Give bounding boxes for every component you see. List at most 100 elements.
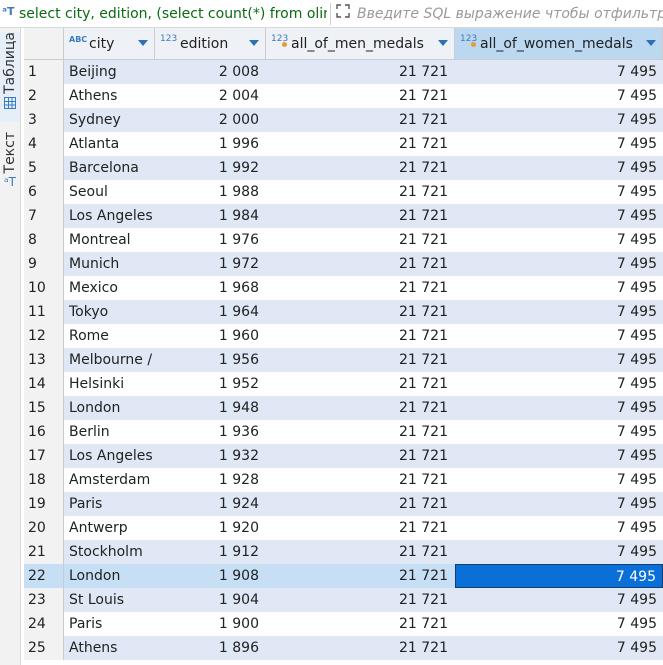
edition-cell[interactable]: 1 964 bbox=[218, 304, 259, 320]
men-medals-cell[interactable]: 21 721 bbox=[399, 424, 448, 440]
women-medals-cell[interactable]: 7 495 bbox=[616, 424, 657, 440]
men-medals-cell[interactable]: 21 721 bbox=[399, 64, 448, 80]
tab-table[interactable]: Таблица bbox=[0, 32, 20, 122]
row-number[interactable]: 3 bbox=[24, 108, 64, 132]
row-number[interactable]: 13 bbox=[24, 348, 64, 372]
women-medals-cell[interactable]: 7 495 bbox=[616, 112, 657, 128]
women-medals-cell[interactable]: 7 495 bbox=[616, 160, 657, 176]
row-number[interactable]: 21 bbox=[24, 540, 64, 564]
table-row[interactable]: 13 Melbourne / 1 956 21 721 7 495 bbox=[24, 348, 663, 372]
women-medals-cell[interactable]: 7 495 bbox=[616, 448, 657, 464]
edition-cell[interactable]: 1 960 bbox=[218, 328, 259, 344]
edition-cell[interactable]: 1 996 bbox=[218, 136, 259, 152]
women-medals-cell[interactable]: 7 495 bbox=[616, 232, 657, 248]
city-cell[interactable]: Athens bbox=[69, 88, 118, 104]
column-header-edition[interactable]: 123 edition bbox=[155, 28, 266, 60]
table-row[interactable]: 4 Atlanta 1 996 21 721 7 495 bbox=[24, 132, 663, 156]
men-medals-cell[interactable]: 21 721 bbox=[399, 304, 448, 320]
row-number[interactable]: 5 bbox=[24, 156, 64, 180]
men-medals-cell[interactable]: 21 721 bbox=[399, 88, 448, 104]
city-cell[interactable]: Rome bbox=[69, 328, 109, 344]
row-number[interactable]: 17 bbox=[24, 444, 64, 468]
men-medals-cell[interactable]: 21 721 bbox=[399, 496, 448, 512]
men-medals-cell[interactable]: 21 721 bbox=[399, 208, 448, 224]
city-cell[interactable]: Montreal bbox=[69, 232, 131, 248]
edition-cell[interactable]: 1 956 bbox=[218, 352, 259, 368]
men-medals-cell[interactable]: 21 721 bbox=[399, 376, 448, 392]
edition-cell[interactable]: 2 008 bbox=[218, 64, 259, 80]
women-medals-cell[interactable]: 7 495 bbox=[616, 352, 657, 368]
table-row[interactable]: 15 London 1 948 21 721 7 495 bbox=[24, 396, 663, 420]
men-medals-cell[interactable]: 21 721 bbox=[399, 184, 448, 200]
table-row[interactable]: 5 Barcelona 1 992 21 721 7 495 bbox=[24, 156, 663, 180]
men-medals-cell[interactable]: 21 721 bbox=[399, 160, 448, 176]
row-number[interactable]: 2 bbox=[24, 84, 64, 108]
edition-cell[interactable]: 1 900 bbox=[218, 616, 259, 632]
women-medals-cell[interactable]: 7 495 bbox=[616, 88, 657, 104]
row-number[interactable]: 19 bbox=[24, 492, 64, 516]
edition-cell[interactable]: 2 000 bbox=[218, 112, 259, 128]
table-row[interactable]: 7 Los Angeles 1 984 21 721 7 495 bbox=[24, 204, 663, 228]
edition-cell[interactable]: 1 948 bbox=[218, 400, 259, 416]
row-number[interactable]: 18 bbox=[24, 468, 64, 492]
city-cell[interactable]: Paris bbox=[69, 616, 103, 632]
city-cell[interactable]: Helsinki bbox=[69, 376, 125, 392]
city-cell[interactable]: Athens bbox=[69, 640, 118, 656]
women-medals-cell[interactable]: 7 495 bbox=[616, 184, 657, 200]
column-header-men-medals[interactable]: 123 all_of_men_medals bbox=[266, 28, 455, 60]
men-medals-cell[interactable]: 21 721 bbox=[399, 280, 448, 296]
table-row[interactable]: 16 Berlin 1 936 21 721 7 495 bbox=[24, 420, 663, 444]
table-row[interactable]: 20 Antwerp 1 920 21 721 7 495 bbox=[24, 516, 663, 540]
table-row[interactable]: 11 Tokyo 1 964 21 721 7 495 bbox=[24, 300, 663, 324]
men-medals-cell[interactable]: 21 721 bbox=[399, 112, 448, 128]
city-cell[interactable]: Beijing bbox=[69, 64, 117, 80]
table-row[interactable]: 21 Stockholm 1 912 21 721 7 495 bbox=[24, 540, 663, 564]
city-cell[interactable]: Melbourne / bbox=[69, 352, 153, 368]
row-number[interactable]: 23 bbox=[24, 588, 64, 612]
row-number[interactable]: 7 bbox=[24, 204, 64, 228]
row-number[interactable]: 24 bbox=[24, 612, 64, 636]
city-cell[interactable]: Amsterdam bbox=[69, 472, 151, 488]
edition-cell[interactable]: 1 968 bbox=[218, 280, 259, 296]
edition-cell[interactable]: 1 920 bbox=[218, 520, 259, 536]
women-medals-cell[interactable]: 7 495 bbox=[616, 400, 657, 416]
men-medals-cell[interactable]: 21 721 bbox=[399, 256, 448, 272]
edition-cell[interactable]: 1 908 bbox=[218, 568, 259, 584]
edition-cell[interactable]: 1 976 bbox=[218, 232, 259, 248]
men-medals-cell[interactable]: 21 721 bbox=[399, 616, 448, 632]
row-number[interactable]: 25 bbox=[24, 636, 64, 660]
table-row[interactable]: 24 Paris 1 900 21 721 7 495 bbox=[24, 612, 663, 636]
table-row[interactable]: 6 Seoul 1 988 21 721 7 495 bbox=[24, 180, 663, 204]
edition-cell[interactable]: 1 988 bbox=[218, 184, 259, 200]
row-number[interactable]: 11 bbox=[24, 300, 64, 324]
men-medals-cell[interactable]: 21 721 bbox=[399, 520, 448, 536]
edition-cell[interactable]: 1 936 bbox=[218, 424, 259, 440]
filter-input[interactable]: Введите SQL выражение чтобы отфильтроват… bbox=[357, 6, 663, 22]
table-row[interactable]: 18 Amsterdam 1 928 21 721 7 495 bbox=[24, 468, 663, 492]
city-cell[interactable]: Munich bbox=[69, 256, 120, 272]
edition-cell[interactable]: 1 896 bbox=[218, 640, 259, 656]
table-row[interactable]: 12 Rome 1 960 21 721 7 495 bbox=[24, 324, 663, 348]
table-row[interactable]: 9 Munich 1 972 21 721 7 495 bbox=[24, 252, 663, 276]
women-medals-cell[interactable]: 7 495 bbox=[616, 640, 657, 656]
city-cell[interactable]: St Louis bbox=[69, 592, 125, 608]
women-medals-cell[interactable]: 7 495 bbox=[616, 136, 657, 152]
women-medals-cell[interactable]: 7 495 bbox=[616, 208, 657, 224]
women-medals-cell[interactable]: 7 495 bbox=[616, 520, 657, 536]
city-cell[interactable]: Seoul bbox=[69, 184, 108, 200]
column-header-city[interactable]: ABC city bbox=[64, 28, 155, 60]
table-row[interactable]: 1 Beijing 2 008 21 721 7 495 bbox=[24, 60, 663, 84]
women-medals-cell[interactable]: 7 495 bbox=[616, 304, 657, 320]
women-medals-cell[interactable]: 7 495 bbox=[616, 328, 657, 344]
edition-cell[interactable]: 1 932 bbox=[218, 448, 259, 464]
women-medals-cell[interactable]: 7 495 bbox=[616, 592, 657, 608]
edition-cell[interactable]: 1 924 bbox=[218, 496, 259, 512]
men-medals-cell[interactable]: 21 721 bbox=[399, 136, 448, 152]
table-row[interactable]: 22 London 1 908 21 721 7 495 bbox=[24, 564, 663, 588]
men-medals-cell[interactable]: 21 721 bbox=[399, 544, 448, 560]
men-medals-cell[interactable]: 21 721 bbox=[399, 328, 448, 344]
row-number-header[interactable] bbox=[24, 28, 64, 60]
city-cell[interactable]: Antwerp bbox=[69, 520, 128, 536]
sort-arrow-icon[interactable] bbox=[438, 40, 448, 46]
women-medals-cell[interactable]: 7 495 bbox=[455, 564, 663, 588]
